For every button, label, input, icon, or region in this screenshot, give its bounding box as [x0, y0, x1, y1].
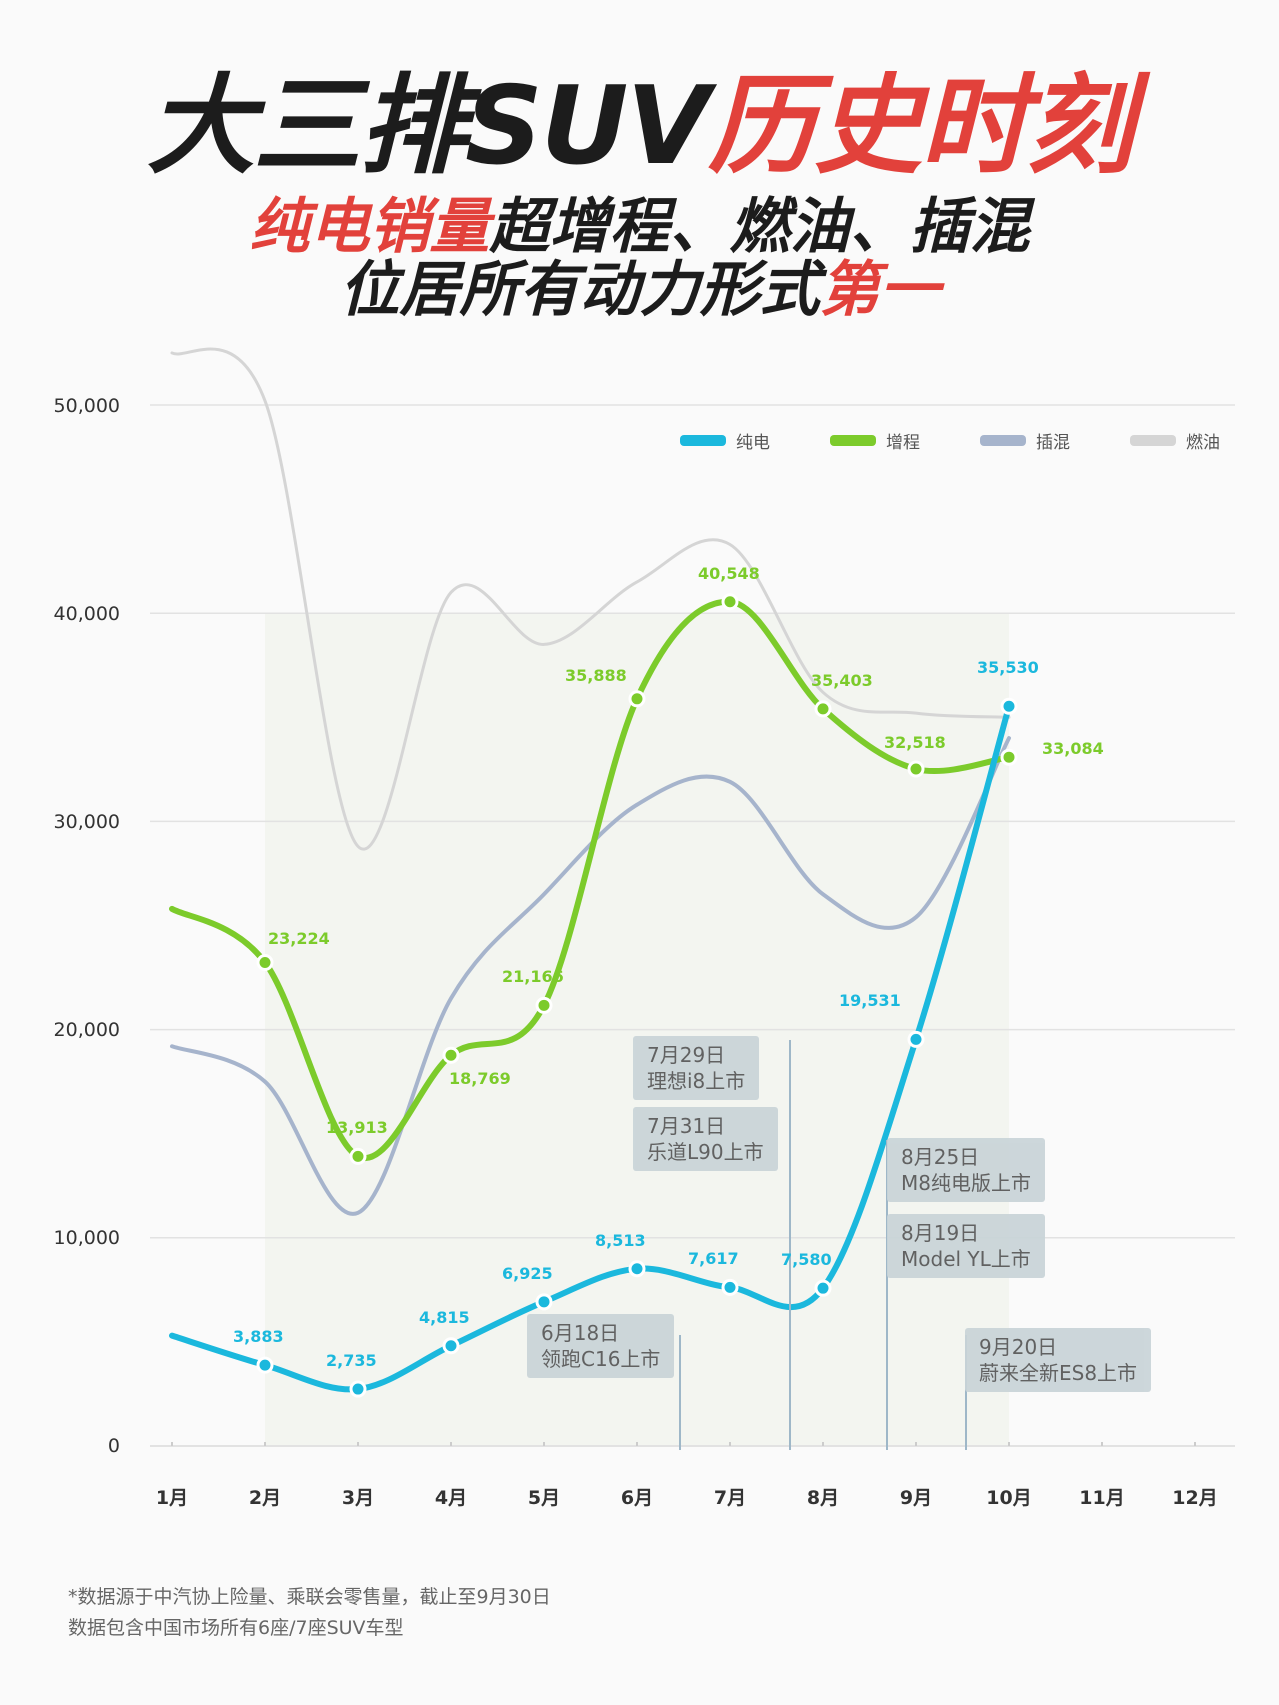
data-label: 7,617 — [688, 1249, 739, 1269]
legend-swatch-ev-icon — [680, 435, 726, 446]
data-point — [907, 760, 925, 778]
legend-swatch-erev-icon — [830, 435, 876, 446]
data-label: 32,518 — [884, 732, 946, 752]
annotation-line — [679, 1335, 681, 1450]
subtitle2-black: 位居所有动力形式 — [339, 255, 820, 325]
data-label: 35,530 — [977, 658, 1039, 678]
data-point — [535, 1293, 553, 1311]
data-label: 6,925 — [502, 1263, 553, 1283]
y-tick-label: 40,000 — [53, 603, 120, 625]
subtitle: 纯电销量超增程、燃油、插混 位居所有动力形式第一 — [0, 196, 1279, 322]
data-label: 3,883 — [233, 1327, 284, 1347]
data-point — [628, 690, 646, 708]
page-title: 大三排SUV历史时刻 — [0, 67, 1279, 187]
data-point — [442, 1337, 460, 1355]
data-point — [349, 1147, 367, 1165]
data-label: 2,735 — [326, 1351, 377, 1371]
annotation-l90: 7月31日 乐道L90上市 — [633, 1107, 778, 1171]
subtitle-red: 纯电销量 — [249, 192, 490, 262]
data-label: 35,888 — [565, 665, 627, 685]
data-point — [721, 1278, 739, 1296]
subtitle2-red: 第一 — [819, 255, 940, 325]
x-tick-label: 3月 — [341, 1487, 375, 1509]
x-tick-label: 10月 — [986, 1487, 1032, 1509]
data-point — [814, 1279, 832, 1297]
annotation-line — [789, 1040, 791, 1450]
y-tick-label: 10,000 — [53, 1227, 120, 1249]
x-tick-label: 7月 — [713, 1487, 747, 1509]
annotation-es8: 9月20日 蔚来全新ES8上市 — [965, 1328, 1152, 1392]
subtitle-black: 超增程、燃油、插混 — [489, 192, 1030, 262]
x-tick-label: 6月 — [620, 1487, 654, 1509]
title-red: 历史时刻 — [708, 64, 1134, 189]
data-point — [907, 1030, 925, 1048]
y-tick-label: 0 — [107, 1435, 120, 1457]
legend-item-phev: 插混 — [980, 428, 1070, 453]
annotation-m8: 8月25日 M8纯电版上市 — [887, 1138, 1045, 1202]
data-point — [256, 953, 274, 971]
x-tick-label: 1月 — [155, 1487, 189, 1509]
title-black: 大三排SUV — [146, 64, 710, 189]
data-label: 21,166 — [502, 967, 564, 987]
data-point — [628, 1260, 646, 1278]
footnote: *数据源于中汽协上险量、乘联会零售量，截止至9月30日 数据包含中国市场所有6座… — [68, 1586, 551, 1639]
data-point — [442, 1046, 460, 1064]
series-line-2 — [170, 736, 1011, 1216]
annotation-line — [965, 1335, 967, 1450]
annotation-line — [886, 1140, 888, 1450]
x-tick-label: 12月 — [1172, 1487, 1218, 1509]
x-tick-label: 4月 — [434, 1487, 468, 1509]
data-label: 33,084 — [1042, 739, 1104, 759]
x-tick-label: 11月 — [1079, 1487, 1125, 1509]
data-point — [1000, 697, 1018, 715]
legend-swatch-ice-icon — [1130, 435, 1176, 446]
legend-item-erev: 增程 — [830, 428, 920, 453]
x-tick-label: 2月 — [248, 1487, 282, 1509]
data-label: 35,403 — [811, 670, 873, 690]
y-tick-label: 50,000 — [53, 395, 120, 417]
data-point — [1000, 748, 1018, 766]
legend-item-ice: 燃油 — [1130, 428, 1220, 453]
legend-swatch-phev-icon — [980, 435, 1026, 446]
annotation-c16: 6月18日 领跑C16上市 — [527, 1314, 675, 1378]
data-label: 4,815 — [419, 1307, 470, 1327]
x-tick-label: 8月 — [806, 1487, 840, 1509]
data-label: 23,224 — [268, 929, 330, 949]
annotation-li-i8: 7月29日 理想i8上市 — [633, 1036, 760, 1100]
y-tick-label: 30,000 — [53, 811, 120, 833]
data-label: 7,580 — [781, 1250, 832, 1270]
data-label: 13,913 — [326, 1118, 388, 1138]
x-tick-label: 9月 — [899, 1487, 933, 1509]
series-line-3 — [170, 347, 1011, 851]
data-point — [814, 700, 832, 718]
data-point — [256, 1356, 274, 1374]
data-point — [349, 1380, 367, 1398]
annotation-model-yl: 8月19日 Model YL上市 — [887, 1214, 1045, 1278]
series-line-1 — [169, 598, 1012, 1162]
data-point — [721, 593, 739, 611]
legend-item-ev: 纯电 — [680, 428, 770, 453]
data-point — [535, 996, 553, 1014]
x-tick-label: 5月 — [527, 1487, 561, 1509]
y-tick-label: 20,000 — [53, 1019, 120, 1041]
data-label: 40,548 — [698, 563, 760, 583]
data-label: 18,769 — [449, 1069, 511, 1089]
data-label: 19,531 — [839, 991, 901, 1011]
data-label: 8,513 — [595, 1230, 646, 1250]
